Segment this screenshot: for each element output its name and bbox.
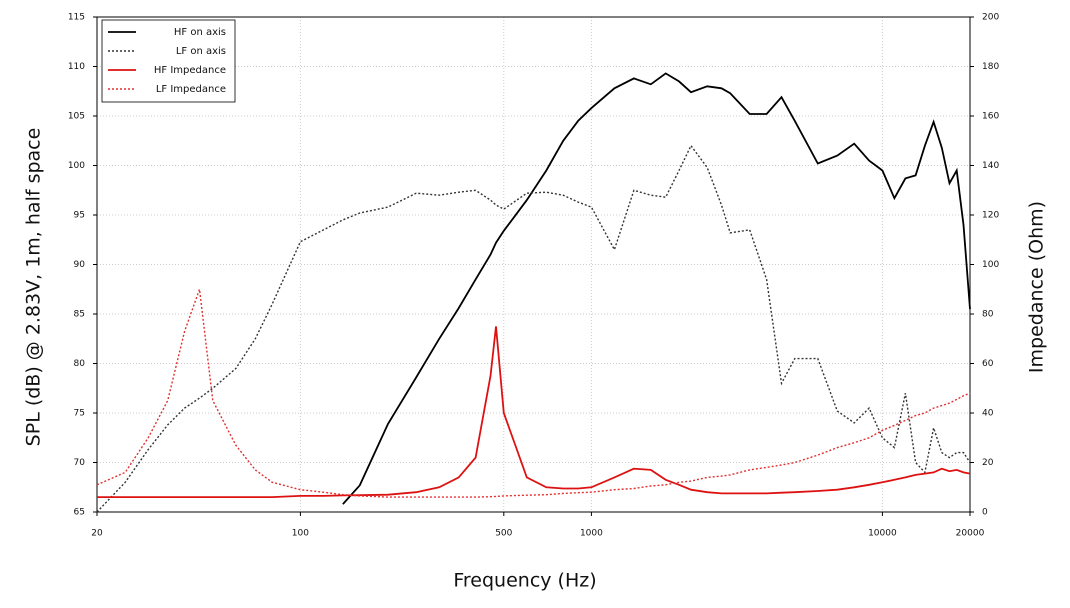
series-line <box>96 289 971 498</box>
plot-frame <box>96 16 971 513</box>
x-tick-label: 100 <box>292 529 309 539</box>
y-axis-label: SPL (dB) @ 2.83V, 1m, half space <box>23 128 45 447</box>
series-line <box>96 144 971 513</box>
y2-axis-label: Impedance (Ohm) <box>1026 201 1048 373</box>
x-tick-label: 1000 <box>580 529 603 539</box>
y-tick-label: 85 <box>74 310 85 320</box>
y-tick-label: 65 <box>74 508 85 518</box>
y2-tick-label: 60 <box>982 359 994 369</box>
y-tick-label: 75 <box>74 409 85 419</box>
y-tick-label: 80 <box>74 359 86 369</box>
y2-tick-label: 40 <box>982 409 994 419</box>
y2-tick-label: 0 <box>982 508 988 518</box>
y2-tick-label: 120 <box>982 211 999 221</box>
y-tick-label: 95 <box>74 211 85 221</box>
y2-tick-label: 140 <box>982 161 999 171</box>
legend-label: LF on axis <box>176 46 226 57</box>
x-tick-label: 10000 <box>868 529 897 539</box>
y-tick-label: 90 <box>74 260 86 270</box>
y2-tick-label: 100 <box>982 260 999 270</box>
series-line <box>342 72 971 505</box>
y-tick-label: 115 <box>68 13 85 23</box>
y-tick-label: 70 <box>74 458 86 468</box>
legend-label: LF Impedance <box>156 84 226 95</box>
x-tick-label: 500 <box>495 529 512 539</box>
legend-label: HF Impedance <box>154 65 226 76</box>
y-tick-label: 105 <box>68 112 85 122</box>
series-line <box>97 326 971 498</box>
y2-tick-label: 160 <box>982 112 999 122</box>
y2-tick-label: 180 <box>982 62 999 72</box>
x-tick-label: 20 <box>91 529 103 539</box>
y-tick-label: 110 <box>68 62 85 72</box>
legend-label: HF on axis <box>174 27 226 38</box>
y2-tick-label: 80 <box>982 310 994 320</box>
y-tick-label: 100 <box>68 161 85 171</box>
x-axis-label: Frequency (Hz) <box>453 570 596 592</box>
y2-tick-label: 200 <box>982 13 999 23</box>
x-tick-label: 20000 <box>956 529 985 539</box>
y2-tick-label: 20 <box>982 458 994 468</box>
